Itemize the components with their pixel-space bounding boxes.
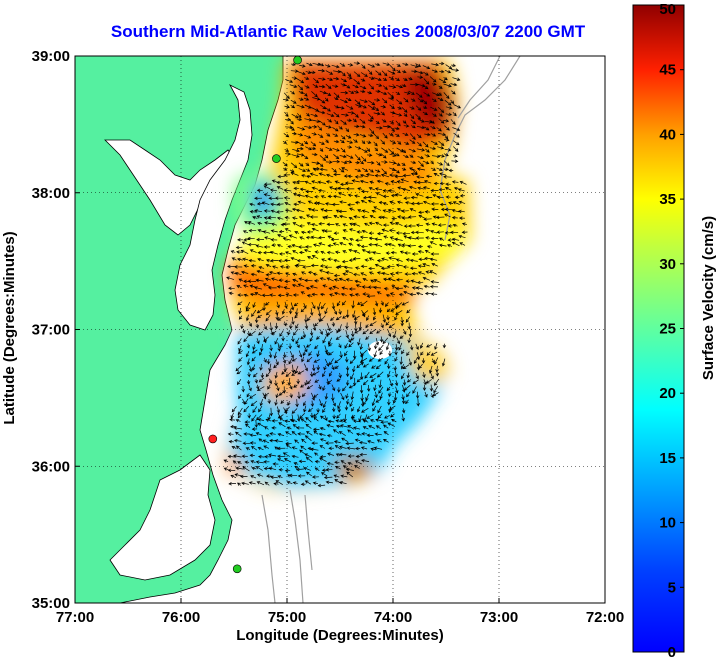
chart-title: Southern Mid-Atlantic Raw Velocities 200… bbox=[110, 22, 586, 41]
colorbar bbox=[632, 4, 685, 653]
station-marker bbox=[293, 56, 302, 65]
x-tick-label: 73:00 bbox=[480, 609, 518, 626]
bathymetry-contour bbox=[261, 56, 521, 603]
colorbar-tick-label: 45 bbox=[659, 62, 676, 79]
y-tick-label: 36:00 bbox=[32, 458, 70, 475]
arrow-field bbox=[223, 61, 468, 488]
colorbar-tick-label: 15 bbox=[659, 450, 676, 467]
x-tick-label: 74:00 bbox=[374, 609, 412, 626]
y-tick-label: 39:00 bbox=[32, 48, 70, 65]
colorbar-label: Surface Velocity (cm/s) bbox=[700, 216, 717, 380]
velocity-field bbox=[225, 60, 470, 490]
y-tick-label: 37:00 bbox=[32, 322, 70, 339]
colorbar-tick-label: 0 bbox=[668, 644, 676, 659]
x-axis: 77:00 76:00 75:00 74:00 73:00 72:00 bbox=[56, 598, 624, 626]
map-area bbox=[75, 56, 605, 603]
colorbar-tick-label: 20 bbox=[659, 385, 676, 402]
velocity-arrows bbox=[223, 61, 468, 488]
y-tick-label: 35:00 bbox=[32, 595, 70, 612]
x-axis-label: Longitude (Degrees:Minutes) bbox=[236, 627, 444, 644]
colorbar-tick-label: 35 bbox=[659, 191, 676, 208]
colorbar-ticks: 0 5 10 15 20 25 30 35 40 45 50 bbox=[659, 1, 684, 659]
stations-layer bbox=[208, 56, 302, 574]
y-tick-label: 38:00 bbox=[32, 185, 70, 202]
colorbar-tick-label: 5 bbox=[668, 579, 676, 596]
sound-water bbox=[109, 454, 216, 581]
x-tick-label: 72:00 bbox=[586, 609, 624, 626]
x-tick-label: 77:00 bbox=[56, 609, 94, 626]
colorbar-tick-label: 10 bbox=[659, 515, 676, 532]
bay-water bbox=[174, 84, 253, 331]
colorbar-tick-label: 50 bbox=[659, 1, 676, 18]
colorbar-tick-label: 40 bbox=[659, 126, 676, 143]
station-marker bbox=[208, 434, 218, 444]
x-tick-label: 75:00 bbox=[268, 609, 306, 626]
station-marker bbox=[272, 154, 281, 163]
station-marker bbox=[232, 564, 242, 574]
colorbar-tick-label: 25 bbox=[659, 321, 676, 338]
y-axis-label: Latitude (Degrees:Minutes) bbox=[1, 231, 18, 424]
x-tick-label: 76:00 bbox=[162, 609, 200, 626]
y-axis: 35:00 36:00 37:00 38:00 39:00 bbox=[32, 48, 80, 612]
colorbar-tick-label: 30 bbox=[659, 256, 676, 273]
